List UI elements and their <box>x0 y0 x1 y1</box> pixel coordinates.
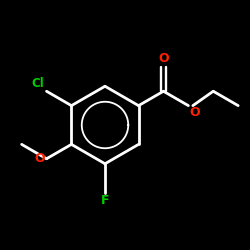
Text: O: O <box>35 152 45 165</box>
Text: Cl: Cl <box>32 77 44 90</box>
Text: F: F <box>101 194 109 207</box>
Text: O: O <box>158 52 169 65</box>
Text: O: O <box>190 106 200 120</box>
